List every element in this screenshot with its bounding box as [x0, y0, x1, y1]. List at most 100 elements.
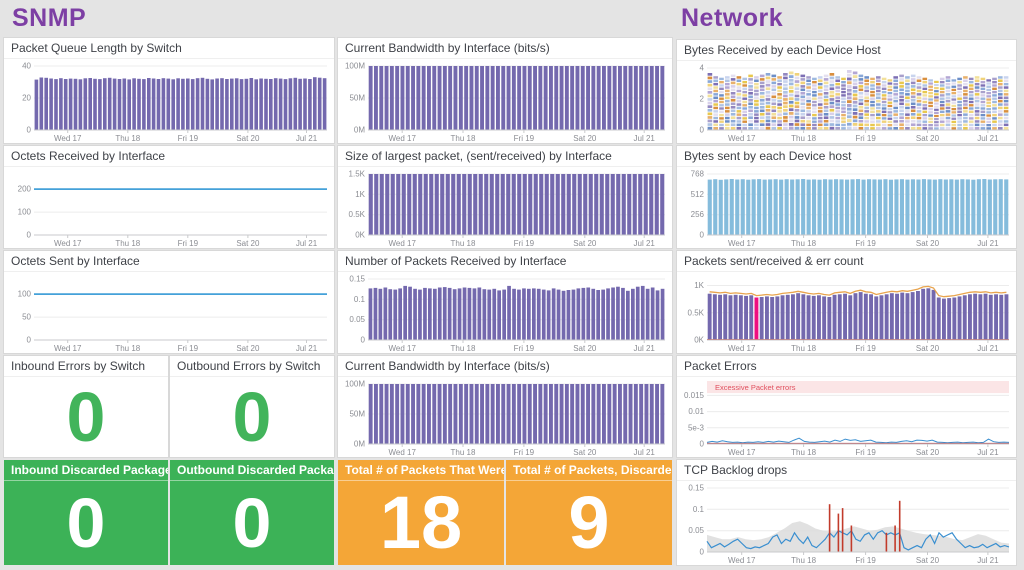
- svg-text:Jul 21: Jul 21: [634, 239, 656, 248]
- chart-octets-sent[interactable]: 0 50 100 Wed 17 Thu 18 Fri 19 Sat 20 Jul 21: [4, 272, 334, 353]
- svg-text:Sat 20: Sat 20: [916, 344, 940, 353]
- panel-octets-sent: Octets Sent by Interface 0 50 100 Wed 17 Thu…: [4, 251, 334, 353]
- panel-title-bytes-sent[interactable]: Bytes sent by each Device host: [677, 146, 1016, 167]
- panel-title-octets-sent[interactable]: Octets Sent by Interface: [4, 251, 334, 272]
- svg-text:Jul 21: Jul 21: [634, 134, 656, 143]
- chart-largest-packet[interactable]: 0K 0.5K 1K 1.5K Wed 17 Thu 18 Fri 19 Sat 20 Jul …: [338, 167, 672, 248]
- panel-title-inbound-errors[interactable]: Inbound Errors by Switch: [4, 356, 168, 377]
- panel-title-bytes-received[interactable]: Bytes Received by each Device Host: [677, 40, 1016, 61]
- svg-text:Sat 20: Sat 20: [916, 239, 940, 248]
- svg-text:Fri 19: Fri 19: [178, 239, 199, 248]
- panel-title-tcp-backlog[interactable]: TCP Backlog drops: [677, 460, 1016, 481]
- svg-text:0.05: 0.05: [688, 526, 704, 535]
- panel-tcp-backlog: TCP Backlog drops 0 0.05 0.1 0.15 Wed 17 Thu …: [677, 460, 1016, 565]
- panel-outbound-discarded: Outbound Discarded Packages 0: [170, 460, 334, 565]
- chart-packets-err[interactable]: 0K 0.5K 1K Wed 17 Thu 18 Fri 19 Sat 20 Jul 21: [677, 272, 1016, 353]
- svg-text:0.5K: 0.5K: [349, 210, 366, 219]
- svg-text:4: 4: [700, 64, 705, 73]
- panel-inbound-errors: Inbound Errors by Switch 0: [4, 356, 168, 457]
- chart-packets-received[interactable]: 0 0.05 0.1 0.15 Wed 17 Thu 18 Fri 19 Sat 20 Jul …: [338, 272, 672, 353]
- chart-bytes-received[interactable]: 0 2 4 Wed 17 Thu 18 Fri 19 Sat 20 Jul 21: [677, 61, 1016, 143]
- svg-text:Jul 21: Jul 21: [296, 344, 318, 353]
- svg-text:Jul 21: Jul 21: [977, 134, 999, 143]
- svg-text:Thu 18: Thu 18: [791, 556, 816, 565]
- svg-text:40: 40: [22, 62, 31, 71]
- svg-text:Jul 21: Jul 21: [634, 448, 656, 457]
- svg-text:0.05: 0.05: [349, 315, 365, 324]
- panel-packets-received: Number of Packets Received by Interface …: [338, 251, 672, 353]
- svg-text:50M: 50M: [349, 410, 365, 419]
- svg-text:Thu 18: Thu 18: [791, 344, 816, 353]
- svg-text:0: 0: [700, 548, 705, 557]
- stat-inbound-errors-value: 0: [66, 377, 106, 456]
- svg-text:100: 100: [18, 208, 32, 217]
- chart-bytes-sent[interactable]: 0 256 512 768 Wed 17 Thu 18 Fri 19 Sat 20 Jul 21: [677, 167, 1016, 248]
- chart-packet-queue[interactable]: 0 20 40 Wed 17 Thu 18 Fri 19 Sat 20 Jul 21: [4, 59, 334, 143]
- svg-text:0.15: 0.15: [349, 275, 365, 284]
- svg-text:Thu 18: Thu 18: [451, 344, 476, 353]
- svg-text:1K: 1K: [355, 190, 365, 199]
- svg-text:1.5K: 1.5K: [349, 170, 366, 179]
- stat-outbound-discarded-value: 0: [232, 483, 272, 562]
- chart-tcp-backlog[interactable]: 0 0.05 0.1 0.15 Wed 17 Thu 18 Fri 19 Sat 20 Jul …: [677, 481, 1016, 565]
- stat-inbound-discarded-value: 0: [66, 483, 106, 562]
- panel-largest-packet: Size of largest packet, (sent/received) …: [338, 146, 672, 248]
- svg-text:Sat 20: Sat 20: [236, 134, 260, 143]
- svg-text:0M: 0M: [354, 126, 365, 135]
- svg-text:Jul 21: Jul 21: [977, 556, 999, 565]
- svg-text:0.1: 0.1: [693, 505, 705, 514]
- svg-text:Thu 18: Thu 18: [115, 344, 140, 353]
- panel-title-bandwidth-1[interactable]: Current Bandwidth by Interface (bits/s): [338, 38, 672, 59]
- svg-text:Jul 21: Jul 21: [977, 344, 999, 353]
- svg-text:Sat 20: Sat 20: [236, 239, 260, 248]
- panel-title-outbound-errors[interactable]: Outbound Errors by Switch: [170, 356, 334, 377]
- svg-text:Jul 21: Jul 21: [977, 448, 999, 457]
- svg-text:0.01: 0.01: [688, 407, 704, 416]
- svg-text:100: 100: [18, 290, 32, 299]
- svg-text:200: 200: [18, 185, 32, 194]
- section-title-network: Network: [681, 4, 784, 32]
- svg-text:Wed 17: Wed 17: [54, 134, 82, 143]
- svg-text:0: 0: [361, 336, 366, 345]
- svg-text:Sat 20: Sat 20: [573, 239, 597, 248]
- panel-title-octets-received[interactable]: Octets Received by Interface: [4, 146, 334, 167]
- svg-text:Wed 17: Wed 17: [728, 239, 756, 248]
- svg-text:Fri 19: Fri 19: [514, 448, 535, 457]
- panel-title-packet-queue[interactable]: Packet Queue Length by Switch: [4, 38, 334, 59]
- svg-text:0.15: 0.15: [688, 484, 704, 493]
- svg-text:Thu 18: Thu 18: [791, 134, 816, 143]
- panel-title-packet-errors[interactable]: Packet Errors: [677, 356, 1016, 377]
- panel-total-packets-discarded: Total # of Packets, Discarded / ... 9: [506, 460, 672, 565]
- svg-text:Sat 20: Sat 20: [573, 344, 597, 353]
- svg-text:Wed 17: Wed 17: [388, 239, 416, 248]
- svg-text:Sat 20: Sat 20: [573, 448, 597, 457]
- panel-title-packets-received[interactable]: Number of Packets Received by Interface: [338, 251, 672, 272]
- svg-text:Wed 17: Wed 17: [54, 239, 82, 248]
- panel-title-total-packets-discarded[interactable]: Total # of Packets, Discarded / ...: [506, 460, 672, 481]
- svg-text:512: 512: [691, 190, 705, 199]
- svg-text:50: 50: [22, 313, 31, 322]
- panel-title-outbound-discarded[interactable]: Outbound Discarded Packages: [170, 460, 334, 481]
- panel-title-largest-packet[interactable]: Size of largest packet, (sent/received) …: [338, 146, 672, 167]
- panel-title-inbound-discarded[interactable]: Inbound Discarded Packages: [4, 460, 168, 481]
- svg-text:Fri 19: Fri 19: [855, 556, 876, 565]
- panel-packets-err: Packets sent/received & err count 0K 0.5K…: [677, 251, 1016, 353]
- chart-bandwidth-1[interactable]: 0M 50M 100M Wed 17 Thu 18 Fri 19 Sat 20 Jul 21: [338, 59, 672, 143]
- panel-title-packets-err[interactable]: Packets sent/received & err count: [677, 251, 1016, 272]
- svg-text:Thu 18: Thu 18: [451, 448, 476, 457]
- panel-title-bandwidth-2[interactable]: Current Bandwidth by Interface (bits/s): [338, 356, 672, 377]
- chart-bandwidth-2[interactable]: 0M 50M 100M Wed 17 Thu 18 Fri 19 Sat 20 Jul 21: [338, 377, 672, 457]
- panel-title-total-packets-n[interactable]: Total # of Packets That Were N...: [338, 460, 504, 481]
- chart-octets-received[interactable]: 0 100 200 Wed 17 Thu 18 Fri 19 Sat 20 Jul 21: [4, 167, 334, 248]
- svg-text:1K: 1K: [694, 281, 704, 290]
- svg-text:Sat 20: Sat 20: [573, 134, 597, 143]
- svg-text:768: 768: [691, 170, 705, 179]
- svg-text:0: 0: [27, 336, 32, 345]
- panel-packet-queue: Packet Queue Length by Switch 0 20 40 Wed 1…: [4, 38, 334, 143]
- chart-packet-errors[interactable]: 0 5e-3 0.01 0.015 Excessive Packet errors Wed…: [677, 377, 1016, 457]
- svg-text:Wed 17: Wed 17: [388, 448, 416, 457]
- svg-text:0K: 0K: [355, 231, 365, 240]
- svg-text:Fri 19: Fri 19: [855, 239, 876, 248]
- svg-text:20: 20: [22, 94, 31, 103]
- svg-text:256: 256: [691, 210, 705, 219]
